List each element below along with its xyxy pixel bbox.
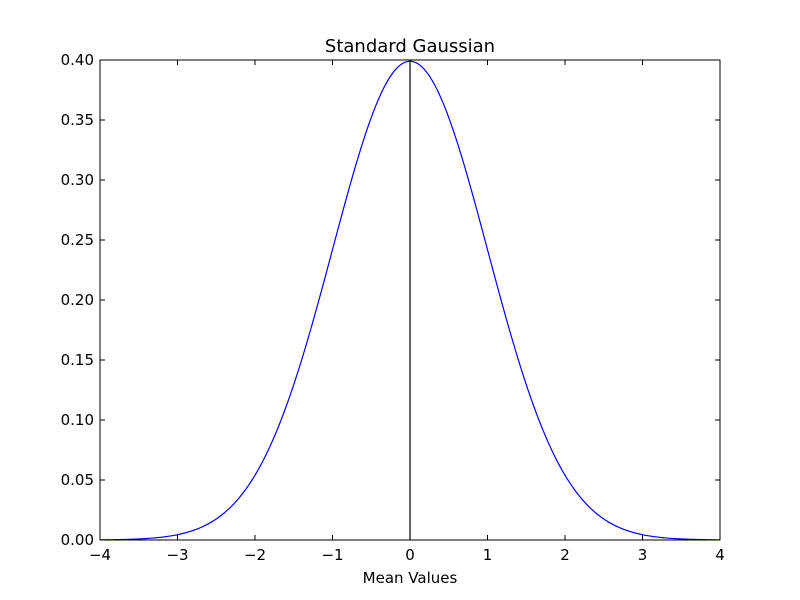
x-tick-label: −2 bbox=[244, 546, 266, 564]
x-tick-label: 0 bbox=[405, 546, 415, 564]
y-tick-labels: 0.00 0.05 0.10 0.15 0.20 0.25 0.30 0.35 0.40 bbox=[61, 51, 94, 549]
x-tick-label: 2 bbox=[560, 546, 570, 564]
x-tick-label: −4 bbox=[89, 546, 111, 564]
x-tick-label: 1 bbox=[483, 546, 493, 564]
y-tick-label: 0.15 bbox=[61, 351, 94, 369]
x-tick-label: 4 bbox=[715, 546, 725, 564]
plot-lines-layer bbox=[99, 60, 721, 541]
x-axis-title: Mean Values bbox=[363, 569, 458, 587]
y-tick-label: 0.30 bbox=[61, 171, 94, 189]
y-tick-label: 0.10 bbox=[61, 411, 94, 429]
x-tick-label: 3 bbox=[638, 546, 648, 564]
x-tick-labels: −4 −3 −2 −1 0 1 2 3 4 bbox=[89, 546, 725, 564]
tick-marks-layer bbox=[99, 59, 721, 541]
chart-title: Standard Gaussian bbox=[325, 36, 495, 57]
x-tick-label: −1 bbox=[321, 546, 343, 564]
y-tick-label: 0.40 bbox=[61, 51, 94, 69]
y-tick-label: 0.35 bbox=[61, 111, 94, 129]
y-tick-label: 0.00 bbox=[61, 531, 94, 549]
y-tick-label: 0.05 bbox=[61, 471, 94, 489]
x-tick-label: −3 bbox=[166, 546, 188, 564]
y-tick-label: 0.25 bbox=[61, 231, 94, 249]
y-tick-label: 0.20 bbox=[61, 291, 94, 309]
